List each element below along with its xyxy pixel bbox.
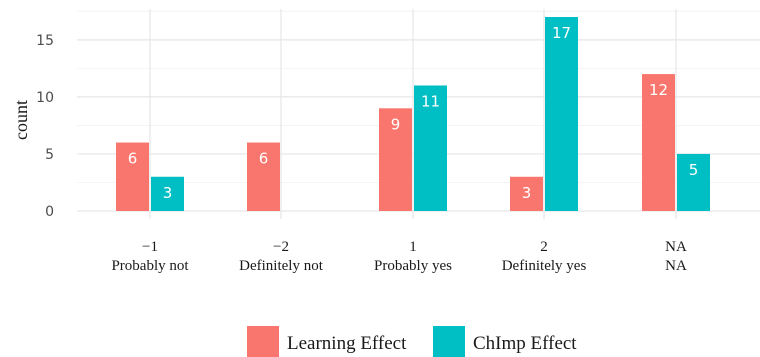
data-label: 17 xyxy=(552,24,571,42)
x-tick-code: 2 xyxy=(540,239,548,255)
data-label: 6 xyxy=(259,150,269,168)
legend: Learning Effect ChImp Effect xyxy=(247,326,577,357)
y-tick-label: 15 xyxy=(36,33,54,49)
x-axis-ticks: −1 Probably not −2 Definitely not 1 Probably … xyxy=(111,239,687,274)
x-tick-code: −2 xyxy=(273,239,289,255)
x-tick-code: −1 xyxy=(142,239,158,255)
y-tick-label: 0 xyxy=(45,204,54,220)
legend-swatch xyxy=(247,326,279,357)
bar xyxy=(510,176,543,211)
data-labels: 6 6 9 3 12 3 11 17 5 xyxy=(128,24,699,202)
x-tick-label: Definitely not xyxy=(239,258,324,274)
x-tick-code: NA xyxy=(665,239,687,255)
bar xyxy=(151,176,184,211)
data-label: 6 xyxy=(128,150,138,168)
data-label: 12 xyxy=(649,81,668,99)
bar xyxy=(247,142,280,211)
y-axis-label: count xyxy=(11,100,31,140)
bar xyxy=(414,85,447,211)
data-label: 3 xyxy=(522,184,532,202)
bars xyxy=(116,17,710,212)
x-tick-label: Probably yes xyxy=(374,258,452,274)
legend-label: ChImp Effect xyxy=(473,333,577,354)
y-tick-label: 10 xyxy=(36,90,54,106)
bar xyxy=(379,108,412,211)
data-label: 3 xyxy=(163,184,173,202)
y-tick-label: 5 xyxy=(45,147,54,163)
data-label: 11 xyxy=(421,92,440,110)
x-tick-label: Probably not xyxy=(111,258,189,274)
legend-swatch xyxy=(433,326,465,357)
bar xyxy=(545,17,578,212)
x-tick-code: 1 xyxy=(409,239,417,255)
data-label: 5 xyxy=(689,161,699,179)
bar xyxy=(642,74,675,211)
x-tick-label: NA xyxy=(665,258,687,274)
x-tick-label: Definitely yes xyxy=(502,258,587,274)
y-axis-ticks: 0 5 10 15 xyxy=(36,33,54,220)
data-label: 9 xyxy=(391,115,401,133)
legend-label: Learning Effect xyxy=(287,333,407,354)
bar xyxy=(677,153,710,211)
bar xyxy=(116,142,149,211)
